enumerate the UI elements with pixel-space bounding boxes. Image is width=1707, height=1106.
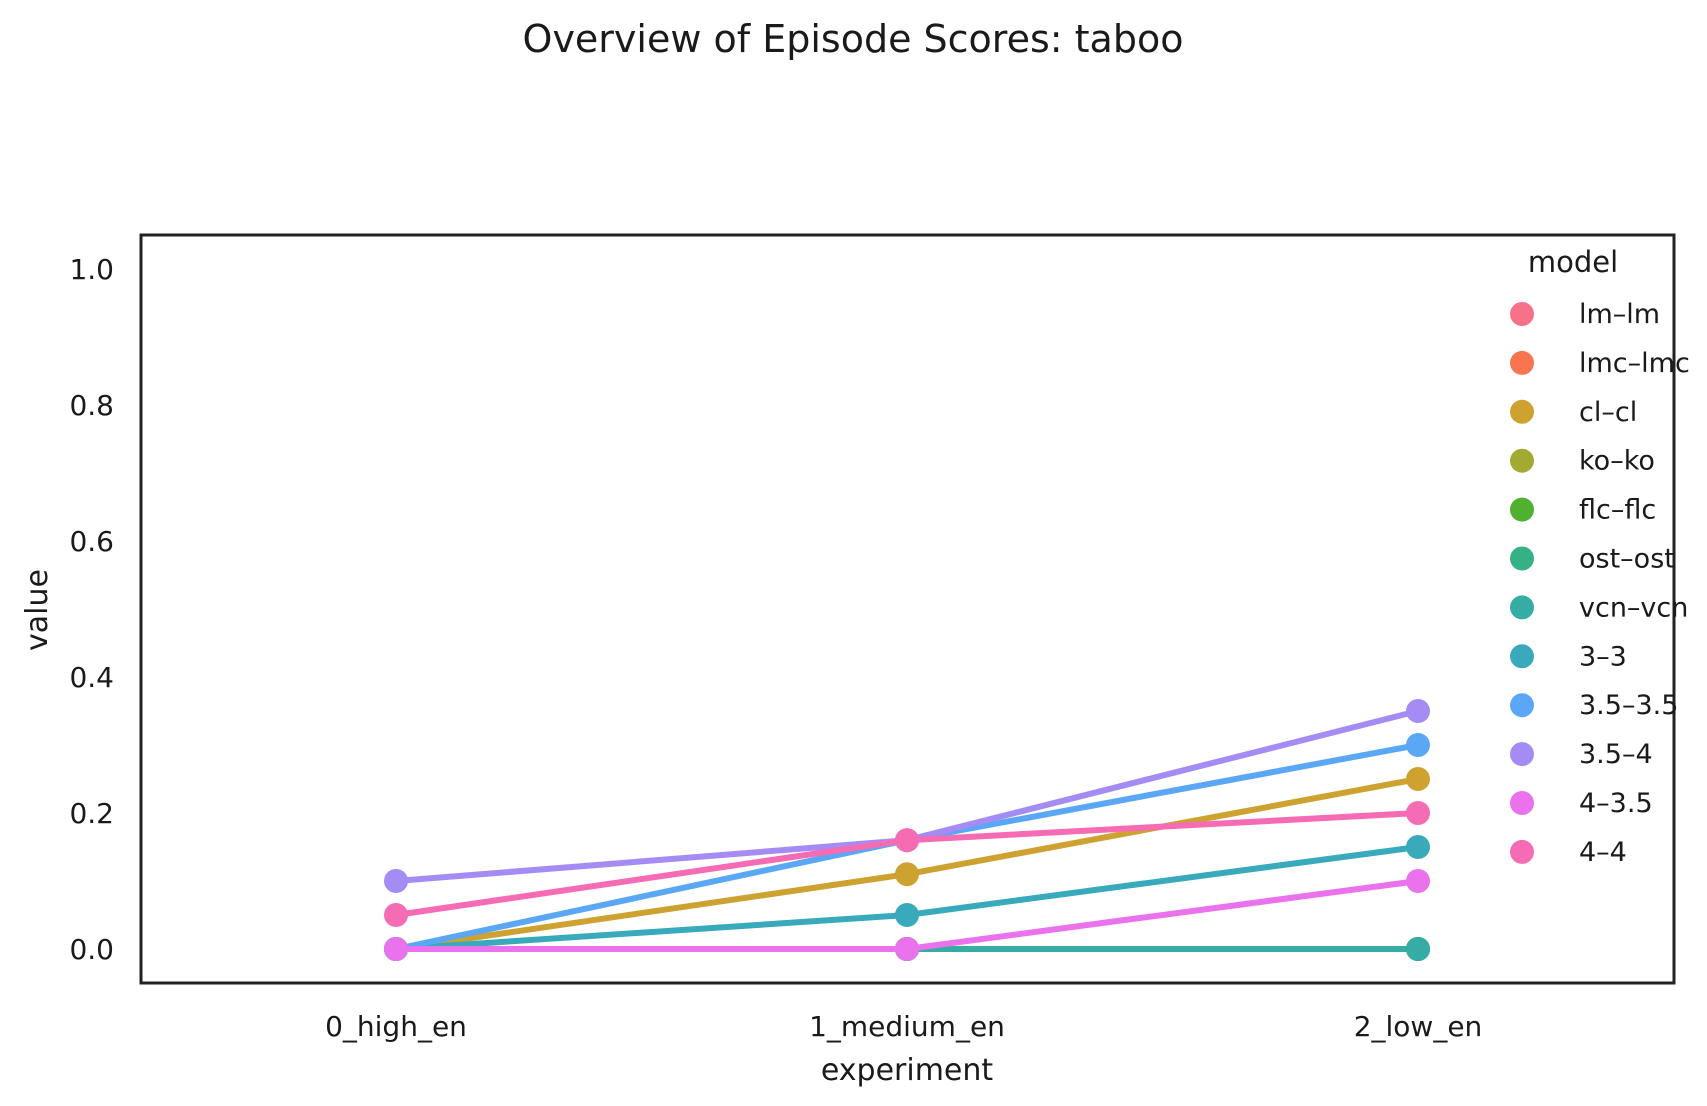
legend-label: 3–3 <box>1579 641 1627 672</box>
x-axis-label: experiment <box>821 1053 994 1088</box>
y-axis-label: value <box>20 569 55 651</box>
x-tick-label: 0_high_en <box>325 1010 467 1043</box>
chart-title: Overview of Episode Scores: taboo <box>523 17 1184 61</box>
y-tick-label: 0.6 <box>69 525 114 558</box>
data-point <box>1406 869 1430 893</box>
data-point <box>384 903 408 927</box>
y-tick-label: 0.8 <box>69 389 114 422</box>
series-group <box>384 801 1430 927</box>
legend-label: 4–3.5 <box>1579 788 1653 819</box>
legend-label: cl–cl <box>1579 397 1637 428</box>
legend-marker <box>1510 839 1534 864</box>
data-point <box>895 828 919 853</box>
legend-marker <box>1510 791 1534 815</box>
data-point <box>1406 801 1430 825</box>
data-point <box>895 903 919 927</box>
series-line <box>393 708 1421 884</box>
data-point <box>384 937 408 961</box>
y-tick-label: 1.0 <box>69 253 114 286</box>
legend-marker <box>1510 546 1534 571</box>
data-point <box>895 862 919 887</box>
legend-label: 3.5–3.5 <box>1579 690 1678 721</box>
legend-marker <box>1510 595 1534 620</box>
legend-label: ost–ost <box>1579 544 1675 575</box>
legend-marker <box>1510 644 1534 669</box>
legend-label: ko–ko <box>1579 446 1655 477</box>
legend-label: flc–flc <box>1579 495 1656 526</box>
legend-marker <box>1510 302 1534 326</box>
y-tick-label: 0.4 <box>69 661 114 694</box>
legend-marker <box>1510 399 1534 424</box>
legend-label: vcn–vcn <box>1579 592 1688 623</box>
series-group <box>384 869 1430 961</box>
data-point <box>384 869 408 893</box>
x-tick-label: 2_low_en <box>1354 1010 1483 1043</box>
x-tick-label: 1_medium_en <box>809 1010 1005 1043</box>
legend: model lm–lm lmc–lmc cl–cl ko–ko flc–flc ost–o… <box>1510 245 1690 868</box>
legend-marker <box>1510 448 1534 473</box>
data-point <box>1406 699 1430 723</box>
data-point <box>895 937 919 961</box>
data-point <box>1406 733 1430 757</box>
legend-label: 4–4 <box>1579 837 1627 868</box>
data-point <box>1406 767 1430 791</box>
legend-label: 3.5–4 <box>1579 739 1653 770</box>
y-tick-label: 0.0 <box>69 933 114 966</box>
plot-frame <box>139 233 1676 985</box>
legend-label: lm–lm <box>1579 299 1660 330</box>
y-tick-label: 0.2 <box>69 797 114 830</box>
data-point <box>1406 937 1430 961</box>
legend-marker <box>1510 693 1534 718</box>
y-axis-ticks: 0.0 0.2 0.4 0.6 0.8 1.0 <box>69 253 114 966</box>
data-point <box>1406 835 1430 859</box>
x-axis-ticks: 0_high_en 1_medium_en 2_low_en <box>325 1010 1482 1043</box>
legend-marker <box>1510 350 1534 375</box>
legend-title: model <box>1528 245 1618 279</box>
legend-marker <box>1510 742 1534 767</box>
legend-marker <box>1510 497 1534 522</box>
legend-label: lmc–lmc <box>1579 348 1690 379</box>
series-layer <box>384 699 1430 961</box>
